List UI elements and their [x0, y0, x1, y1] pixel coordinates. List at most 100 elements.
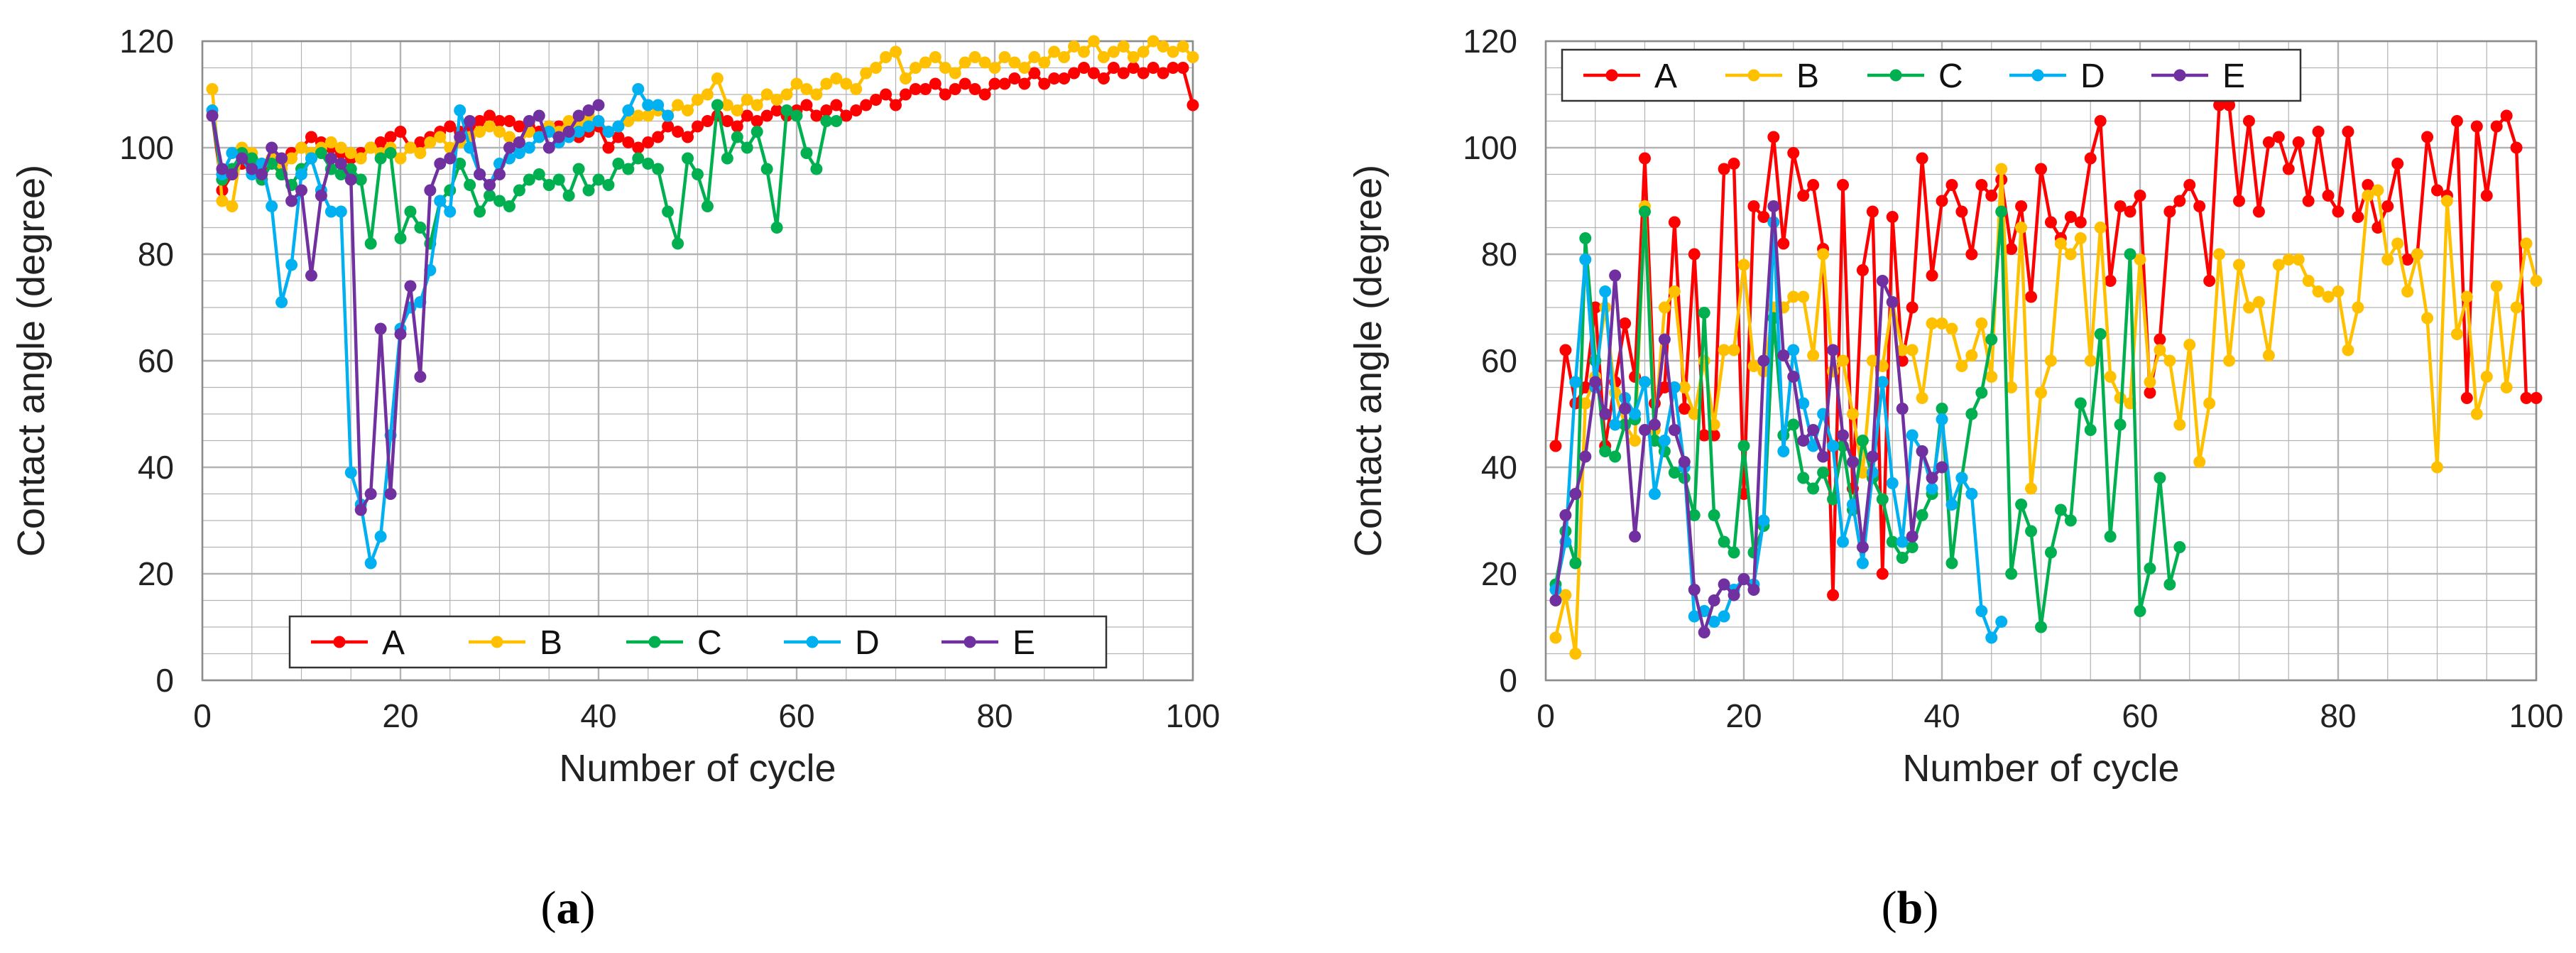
- point-B: [2134, 254, 2146, 266]
- point-E: [1926, 472, 1938, 484]
- point-C: [1906, 541, 1919, 553]
- point-B: [2440, 195, 2453, 207]
- point-E: [464, 115, 476, 127]
- point-D: [1777, 445, 1790, 457]
- point-E: [1569, 488, 1582, 500]
- point-B: [1117, 40, 1130, 53]
- y-axis-title: Contact angle (degree): [10, 165, 53, 557]
- point-C: [721, 152, 733, 165]
- point-A: [414, 136, 427, 148]
- point-D: [266, 200, 278, 212]
- series-E: [206, 99, 605, 516]
- point-C: [414, 222, 427, 234]
- point-A: [2025, 290, 2038, 303]
- point-A: [959, 77, 971, 90]
- point-A: [2312, 126, 2325, 138]
- point-C: [2163, 578, 2176, 591]
- point-B: [1068, 40, 1081, 53]
- point-B: [1945, 322, 1958, 335]
- legend-item-C: C: [626, 624, 722, 662]
- point-C: [464, 179, 476, 191]
- point-B: [2272, 258, 2285, 271]
- point-B: [2094, 222, 2107, 234]
- point-E: [1668, 424, 1681, 436]
- point-A: [2005, 243, 2018, 255]
- point-D: [344, 467, 357, 479]
- point-B: [2262, 349, 2275, 361]
- point-B: [929, 51, 942, 63]
- point-E: [1559, 509, 1572, 521]
- point-A: [1886, 211, 1899, 223]
- point-E: [1629, 530, 1642, 543]
- legend-marker: [333, 636, 346, 648]
- point-B: [2193, 456, 2206, 468]
- point-C: [2064, 514, 2077, 527]
- point-B: [1955, 360, 1968, 372]
- point-A: [2203, 275, 2216, 287]
- point-E: [374, 322, 387, 335]
- point-B: [1186, 51, 1199, 63]
- point-A: [1658, 381, 1671, 393]
- point-A: [1088, 67, 1100, 80]
- point-A: [978, 88, 991, 101]
- point-B: [682, 104, 694, 116]
- point-D: [1599, 285, 1612, 298]
- point-A: [2183, 179, 2196, 191]
- point-B: [2332, 285, 2345, 298]
- legend-marker: [491, 636, 503, 648]
- point-A: [988, 77, 1001, 90]
- plot-frame: [1544, 40, 2538, 682]
- point-A: [513, 120, 525, 133]
- series-E: [1549, 200, 1948, 638]
- point-A: [998, 77, 1011, 90]
- point-D: [1609, 418, 1622, 431]
- point-A: [2074, 216, 2087, 229]
- point-B: [2460, 290, 2473, 303]
- point-C: [642, 158, 655, 170]
- point-E: [1876, 275, 1889, 287]
- point-E: [1906, 530, 1919, 543]
- point-B: [2302, 275, 2315, 287]
- point-C: [1728, 546, 1740, 559]
- point-A: [2342, 126, 2354, 138]
- point-B: [2480, 371, 2493, 383]
- point-D: [454, 104, 466, 116]
- point-D: [513, 147, 525, 159]
- point-B: [2401, 285, 2414, 298]
- point-E: [513, 136, 525, 148]
- x-tick-label: 60: [2122, 697, 2158, 734]
- point-B: [1728, 344, 1740, 356]
- point-A: [939, 88, 951, 101]
- point-C: [1817, 467, 1830, 479]
- point-B: [2381, 254, 2394, 266]
- legend-label: C: [1938, 58, 1963, 95]
- point-B: [2084, 354, 2097, 367]
- point-E: [334, 158, 347, 170]
- point-D: [1886, 477, 1899, 489]
- point-C: [1896, 552, 1909, 564]
- point-A: [1936, 195, 1948, 207]
- point-A: [484, 109, 496, 122]
- point-A: [1559, 344, 1572, 356]
- legend-marker: [648, 636, 661, 648]
- point-C: [701, 200, 714, 212]
- point-B: [2411, 248, 2424, 261]
- point-E: [1678, 456, 1691, 468]
- point-D: [374, 530, 387, 543]
- point-C: [2144, 562, 2156, 574]
- point-A: [1906, 301, 1919, 314]
- point-A: [2114, 200, 2127, 212]
- point-E: [1866, 450, 1879, 463]
- x-tick-label: 40: [1923, 697, 1960, 734]
- point-E: [1787, 371, 1800, 383]
- point-C: [533, 168, 545, 180]
- point-B: [1097, 51, 1110, 63]
- point-A: [1678, 403, 1691, 415]
- point-D: [533, 131, 545, 143]
- legend-label: A: [382, 624, 405, 662]
- point-E: [1886, 296, 1899, 308]
- point-D: [523, 141, 535, 154]
- point-C: [1579, 232, 1592, 244]
- grid-a: [201, 40, 1194, 682]
